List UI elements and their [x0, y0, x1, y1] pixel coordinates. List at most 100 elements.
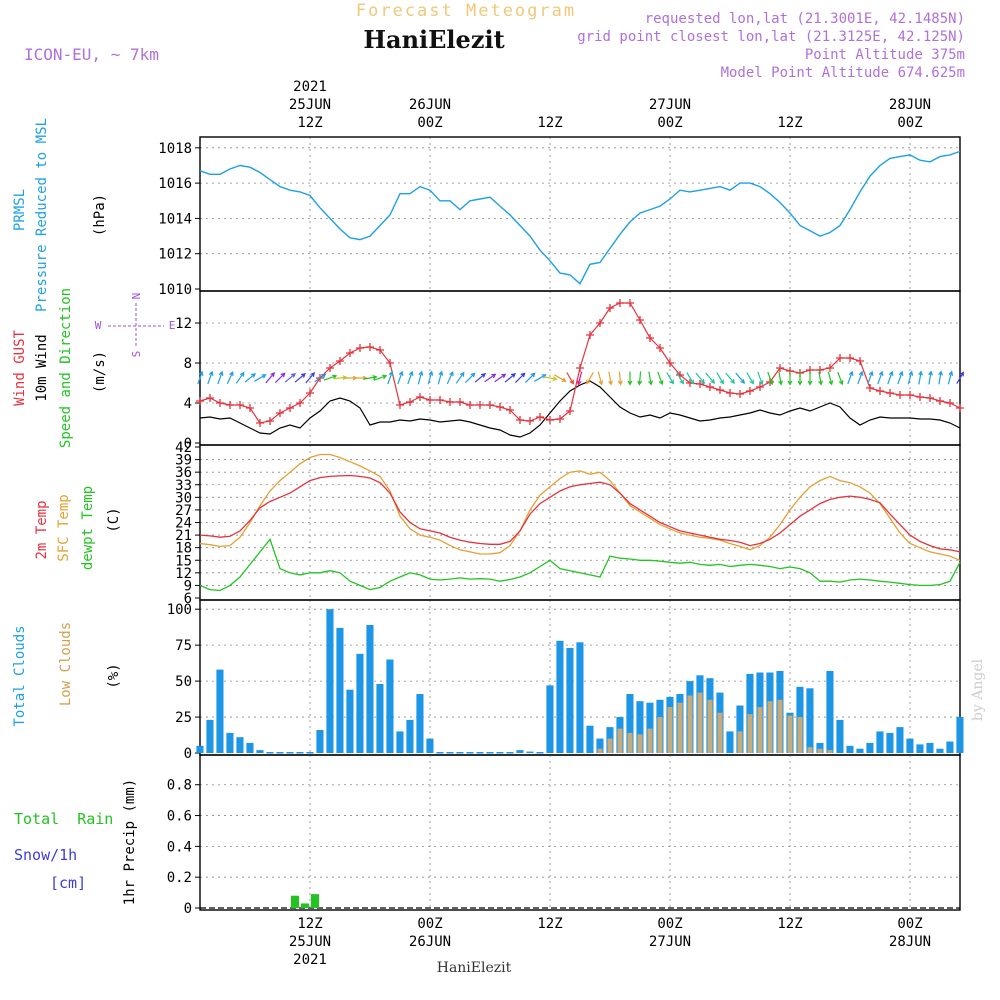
bottom-time-label: 25JUN [289, 934, 331, 950]
wind-label-speed-dir: Speed and Direction [58, 288, 74, 448]
total-cloud-bar [956, 717, 964, 753]
top-time-label: 28JUN [889, 97, 931, 113]
gust-marker [266, 417, 274, 425]
temp-ytick-label: 9 [184, 578, 192, 594]
low-cloud-bar [637, 734, 643, 753]
header-gridpoint: grid point closest lon,lat (21.3125E, 42… [577, 29, 965, 45]
pressure-ytick-label: 1012 [158, 247, 192, 263]
wind-arrow [657, 371, 664, 386]
wind-arrow [928, 370, 933, 385]
low-cloud-bar [617, 728, 623, 753]
wind-arrow [735, 372, 746, 384]
gust-marker [896, 391, 904, 399]
gust-marker [626, 299, 634, 307]
total-cloud-bar [886, 732, 894, 753]
wind-arrow [827, 371, 834, 386]
total-cloud-bar [336, 627, 344, 753]
total-cloud-bar [226, 732, 234, 753]
low-cloud-bar [737, 731, 743, 753]
total-cloud-bar [446, 752, 454, 754]
precip-frame [199, 754, 961, 911]
wind-arrow [274, 372, 286, 384]
top-time-axis: 2021 25JUN 12Z 26JUN 00Z 12Z 27JUN 00Z 12Z 28JUN 0… [289, 79, 931, 131]
wind-arrow [437, 370, 444, 385]
dewpt-line [199, 537, 961, 592]
gust-marker [536, 413, 544, 421]
bottom-time-label: 00Z [417, 916, 442, 932]
top-time-label: 12Z [297, 115, 322, 131]
total-cloud-bar [926, 742, 934, 753]
temp-ytick-label: 6 [184, 591, 192, 607]
temp-ytick-label: 33 [175, 478, 192, 494]
wind-ytick-label: 12 [175, 316, 192, 332]
clouds-label-low: Low Clouds [58, 622, 74, 706]
low-cloud-bar [627, 732, 633, 753]
total-cloud-bar [516, 750, 524, 753]
gust-marker [416, 393, 424, 401]
total-cloud-bar [736, 705, 744, 753]
gust-marker [616, 299, 624, 307]
wind-arrow [757, 371, 764, 386]
wind-arrow [818, 371, 823, 386]
total-cloud-bar [946, 741, 954, 753]
gust-marker [386, 359, 394, 367]
total-cloud-bar [536, 752, 544, 754]
wind-side-labels: Wind GUST 10m Wind Speed and Direction (… [12, 288, 175, 448]
pressure-line [199, 150, 961, 285]
wind-arrow [918, 370, 923, 385]
low-cloud-bar [677, 702, 683, 753]
gust-marker [656, 344, 664, 352]
gust-marker [706, 383, 714, 391]
bottom-time-label: 12Z [537, 916, 562, 932]
clouds-ytick-label: 50 [175, 674, 192, 690]
total-cloud-bar [726, 731, 734, 753]
wind-arrow [504, 372, 516, 383]
precip-label-snow: Snow/1h [14, 846, 77, 864]
wind-arrow [397, 370, 404, 385]
wind-arrow [294, 372, 306, 383]
clouds-ytick-label: 75 [175, 638, 192, 654]
total-cloud-bar [806, 688, 814, 753]
gust-marker [476, 401, 484, 409]
gust-marker [226, 401, 234, 409]
low-cloud-bar [797, 717, 803, 753]
total-cloud-bar [936, 748, 944, 753]
clouds-ytick-label: 0 [184, 746, 192, 762]
gust-marker [276, 409, 284, 417]
precip-label-cm: [cm] [50, 874, 86, 892]
wind-arrow [847, 370, 854, 385]
gust-marker [926, 394, 934, 402]
pressure-unit: (hPa) [92, 194, 108, 236]
wind-arrow [648, 371, 653, 386]
low-cloud-bar [747, 714, 753, 753]
wind-arrow [484, 373, 497, 383]
total-cloud-bar [746, 673, 754, 753]
wind-arrow [867, 370, 874, 385]
wind-speed-line [199, 380, 961, 438]
bottom-time-label: 27JUN [649, 934, 691, 950]
bottom-time-label: 00Z [657, 916, 682, 932]
header-model: ICON-EU, ~ 7km [24, 45, 159, 64]
precip-ytick-label: 0.6 [167, 809, 192, 825]
pressure-label-msl: Pressure Reduced to MSL [34, 118, 50, 312]
gust-marker [936, 397, 944, 405]
wind-arrow [554, 374, 567, 382]
temp-label-2m: 2m Temp [34, 500, 50, 559]
total-cloud-bar [646, 702, 654, 753]
total-cloud-bar [496, 752, 504, 754]
wind-arrow [217, 370, 224, 385]
wind-arrow [877, 370, 884, 385]
header-model-altitude: Model Point Altitude 674.625m [721, 65, 965, 81]
clouds-ytick-label: 25 [175, 710, 192, 726]
wind-arrow [254, 374, 267, 382]
temp-ytick-label: 21 [175, 528, 192, 544]
low-cloud-bar [607, 738, 613, 753]
wind-arrow [887, 370, 894, 385]
top-time-label: 2021 [293, 79, 327, 95]
total-cloud-bar [836, 719, 844, 753]
compass-south: S [130, 351, 143, 358]
wind-arrow [666, 372, 674, 385]
wind-arrow [797, 371, 803, 386]
low-cloud-bar [657, 717, 663, 753]
